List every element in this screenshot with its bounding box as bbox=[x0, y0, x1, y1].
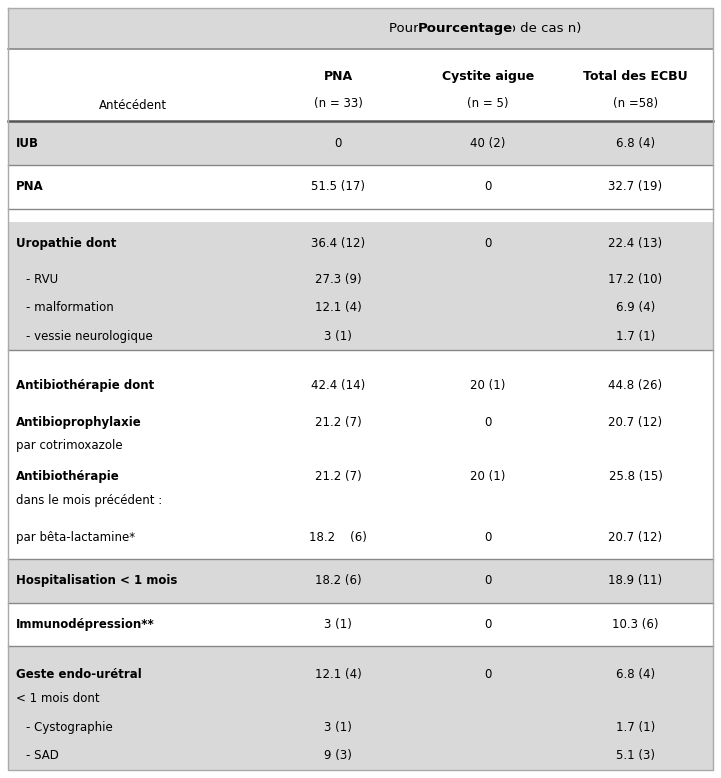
Text: Antibiothérapie: Antibiothérapie bbox=[16, 470, 120, 482]
Bar bbox=[8, 515, 713, 559]
Bar bbox=[8, 350, 713, 363]
Bar bbox=[8, 713, 713, 741]
Text: 6.9 (4): 6.9 (4) bbox=[616, 301, 655, 314]
Bar bbox=[8, 49, 713, 121]
Bar bbox=[8, 461, 713, 515]
Text: Antécédent: Antécédent bbox=[99, 99, 167, 112]
Text: Hospitalisation < 1 mois: Hospitalisation < 1 mois bbox=[16, 574, 177, 587]
Text: PNA: PNA bbox=[324, 70, 353, 83]
Text: 0: 0 bbox=[335, 137, 342, 149]
Text: 5.1 (3): 5.1 (3) bbox=[616, 749, 655, 762]
Bar bbox=[8, 294, 713, 322]
Text: 18.2    (6): 18.2 (6) bbox=[309, 531, 367, 544]
Text: 0: 0 bbox=[485, 415, 492, 429]
Bar bbox=[8, 322, 713, 350]
Text: par bêta-lactamine*: par bêta-lactamine* bbox=[16, 531, 135, 544]
Text: - malformation: - malformation bbox=[26, 301, 114, 314]
Text: 21.2 (7): 21.2 (7) bbox=[314, 470, 361, 482]
Bar bbox=[8, 659, 713, 713]
Text: - Cystographie: - Cystographie bbox=[26, 721, 112, 734]
Text: Antibiothérapie dont: Antibiothérapie dont bbox=[16, 379, 154, 391]
Text: (n =58): (n =58) bbox=[613, 96, 658, 110]
Text: 1.7 (1): 1.7 (1) bbox=[616, 721, 655, 734]
Text: 0: 0 bbox=[485, 531, 492, 544]
Bar bbox=[8, 165, 713, 209]
Text: 44.8 (26): 44.8 (26) bbox=[609, 379, 663, 391]
Text: 0: 0 bbox=[485, 237, 492, 250]
Text: 6.8 (4): 6.8 (4) bbox=[616, 668, 655, 681]
Text: 25.8 (15): 25.8 (15) bbox=[609, 470, 663, 482]
Text: Geste endo-urétral: Geste endo-urétral bbox=[16, 668, 142, 681]
Text: 20.7 (12): 20.7 (12) bbox=[609, 415, 663, 429]
Text: 6.8 (4): 6.8 (4) bbox=[616, 137, 655, 149]
Text: par cotrimoxazole: par cotrimoxazole bbox=[16, 440, 123, 453]
Text: 9 (3): 9 (3) bbox=[324, 749, 352, 762]
Text: Cystite aigue: Cystite aigue bbox=[442, 70, 534, 83]
Text: 1.7 (1): 1.7 (1) bbox=[616, 330, 655, 343]
Text: < 1 mois dont: < 1 mois dont bbox=[16, 692, 99, 705]
Text: 0: 0 bbox=[485, 574, 492, 587]
Text: PNA: PNA bbox=[16, 180, 44, 194]
Text: 20 (1): 20 (1) bbox=[470, 379, 505, 391]
Text: 21.2 (7): 21.2 (7) bbox=[314, 415, 361, 429]
Text: Total des ECBU: Total des ECBU bbox=[583, 70, 688, 83]
Bar bbox=[8, 222, 713, 265]
Bar bbox=[8, 209, 713, 222]
Bar bbox=[8, 603, 713, 647]
Text: - RVU: - RVU bbox=[26, 273, 58, 286]
Text: IUB: IUB bbox=[16, 137, 39, 149]
Text: 12.1 (4): 12.1 (4) bbox=[314, 301, 361, 314]
Text: 0: 0 bbox=[485, 668, 492, 681]
Text: - vessie neurologique: - vessie neurologique bbox=[26, 330, 153, 343]
Text: Pourcentage % (nb de cas n): Pourcentage % (nb de cas n) bbox=[389, 22, 582, 35]
Text: 40 (2): 40 (2) bbox=[470, 137, 505, 149]
Bar bbox=[8, 121, 713, 165]
Bar bbox=[8, 407, 713, 461]
Bar bbox=[8, 647, 713, 659]
Text: 0: 0 bbox=[485, 618, 492, 631]
Text: 36.4 (12): 36.4 (12) bbox=[311, 237, 365, 250]
Text: 51.5 (17): 51.5 (17) bbox=[311, 180, 365, 194]
Text: 3 (1): 3 (1) bbox=[324, 330, 352, 343]
Text: 0: 0 bbox=[485, 180, 492, 194]
Bar bbox=[8, 8, 713, 49]
Text: 3 (1): 3 (1) bbox=[324, 618, 352, 631]
Text: Uropathie dont: Uropathie dont bbox=[16, 237, 116, 250]
Bar bbox=[8, 265, 713, 294]
Text: Immunodépression**: Immunodépression** bbox=[16, 618, 155, 631]
Text: Antibioprophylaxie: Antibioprophylaxie bbox=[16, 415, 142, 429]
Text: dans le mois précédent :: dans le mois précédent : bbox=[16, 493, 162, 506]
Text: - SAD: - SAD bbox=[26, 749, 59, 762]
Text: 20 (1): 20 (1) bbox=[470, 470, 505, 482]
Bar bbox=[8, 559, 713, 603]
Bar bbox=[8, 741, 713, 770]
Text: 18.9 (11): 18.9 (11) bbox=[609, 574, 663, 587]
Text: 20.7 (12): 20.7 (12) bbox=[609, 531, 663, 544]
Text: 17.2 (10): 17.2 (10) bbox=[609, 273, 663, 286]
Text: 32.7 (19): 32.7 (19) bbox=[609, 180, 663, 194]
Text: Pourcentage: Pourcentage bbox=[417, 22, 513, 35]
Text: 22.4 (13): 22.4 (13) bbox=[609, 237, 663, 250]
Text: 10.3 (6): 10.3 (6) bbox=[612, 618, 659, 631]
Text: 42.4 (14): 42.4 (14) bbox=[311, 379, 365, 391]
Text: 12.1 (4): 12.1 (4) bbox=[314, 668, 361, 681]
Text: 3 (1): 3 (1) bbox=[324, 721, 352, 734]
Text: (n = 5): (n = 5) bbox=[467, 96, 509, 110]
Bar bbox=[8, 363, 713, 407]
Text: 27.3 (9): 27.3 (9) bbox=[314, 273, 361, 286]
Text: (n = 33): (n = 33) bbox=[314, 96, 363, 110]
Text: 18.2 (6): 18.2 (6) bbox=[314, 574, 361, 587]
